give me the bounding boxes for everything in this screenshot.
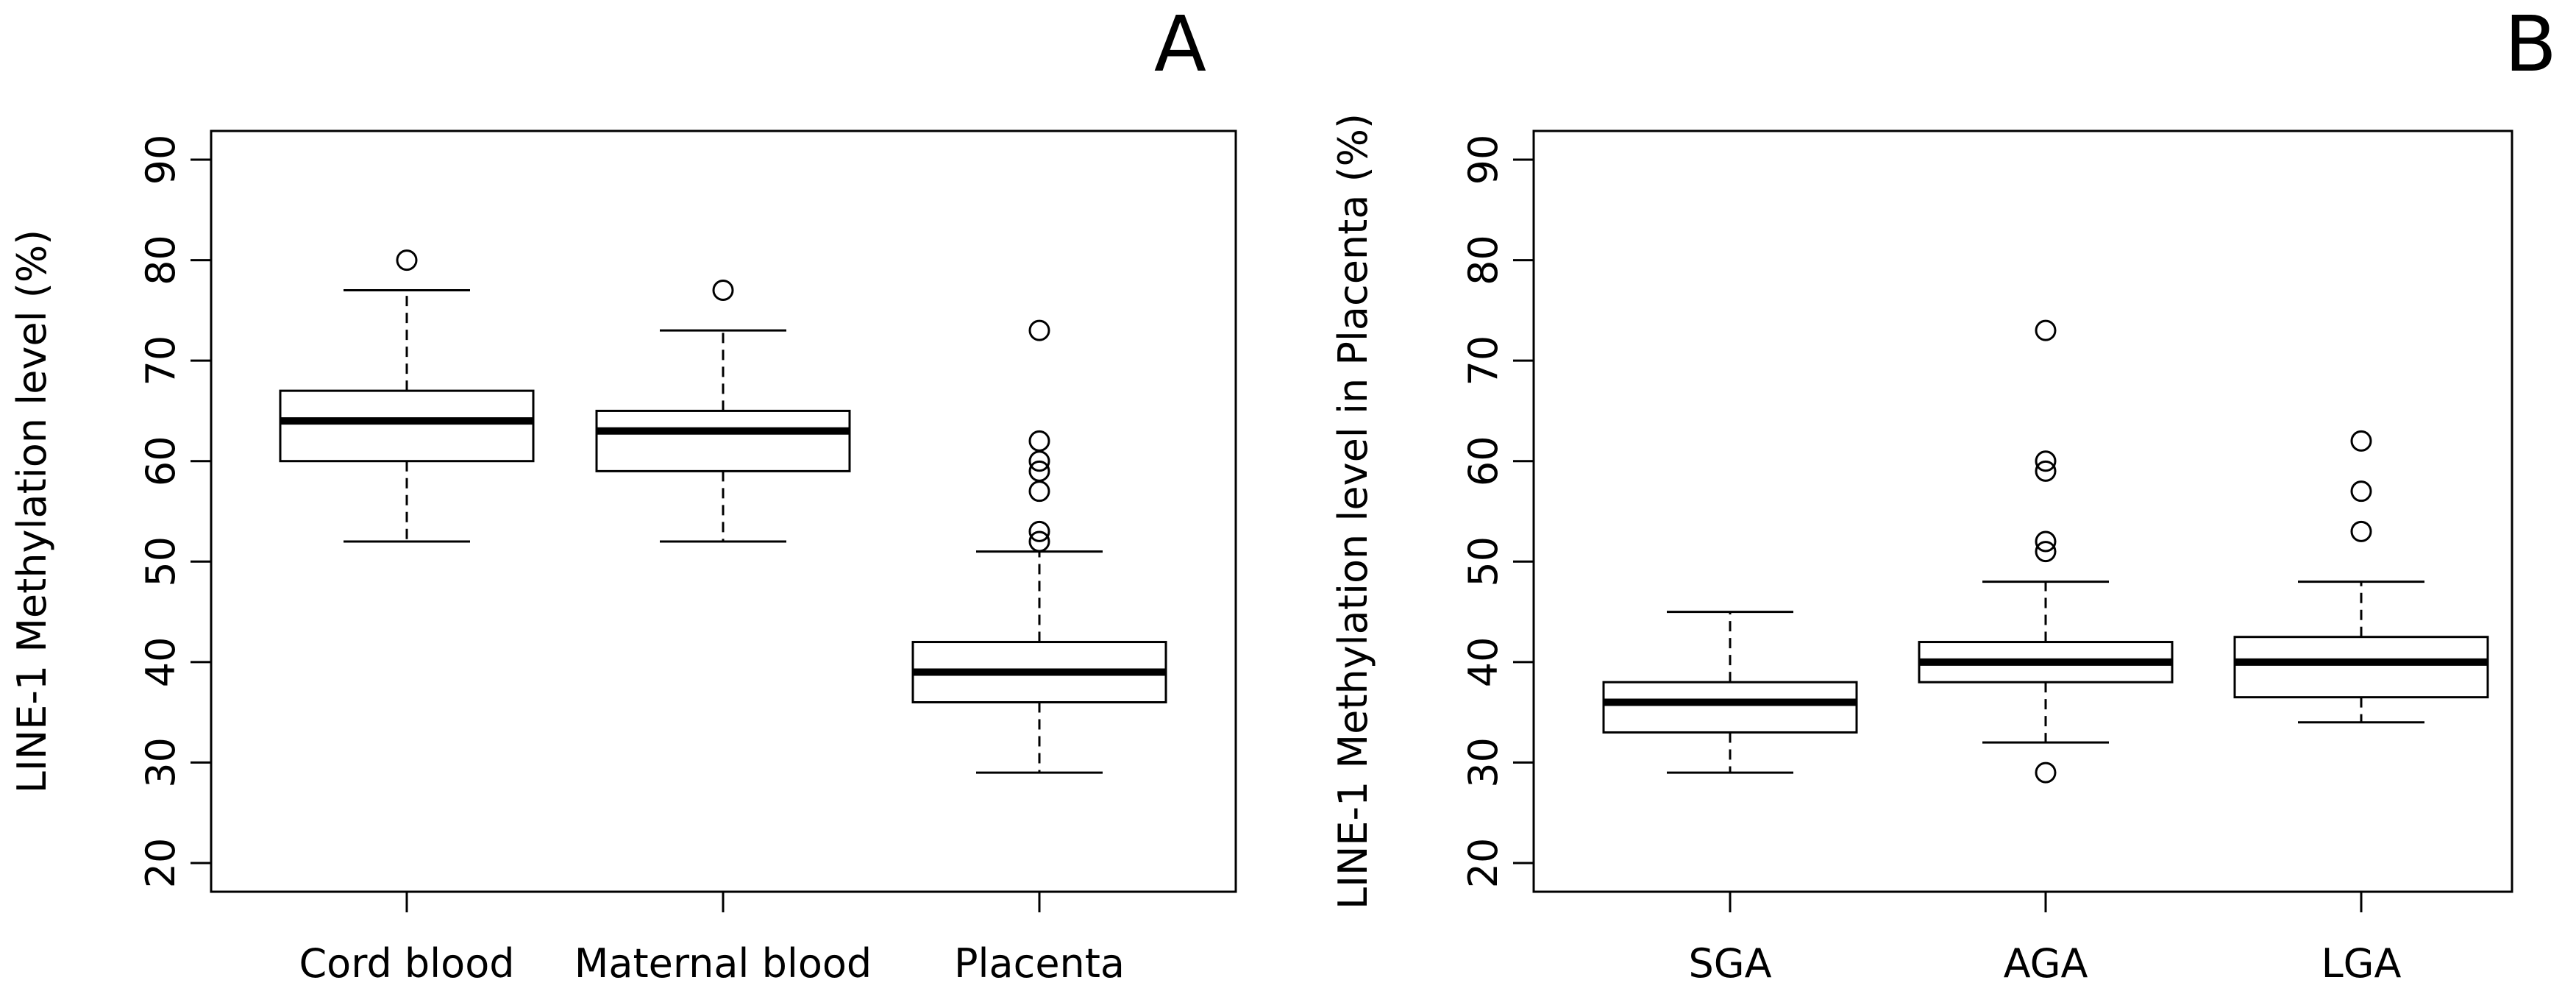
y-axis-title: LINE-1 Methylation level in Placenta (%) xyxy=(1330,113,1376,909)
outlier-point xyxy=(1028,530,1050,553)
outlier-point xyxy=(2035,450,2057,472)
y-axis-title: LINE-1 Methylation level (%) xyxy=(9,230,55,793)
x-tick-label: Placenta xyxy=(954,940,1125,987)
box-2 xyxy=(2233,430,2489,724)
y-tick-label: 20 xyxy=(138,838,184,889)
outlier-point xyxy=(2035,762,2057,784)
y-tick-label: 70 xyxy=(138,336,184,386)
y-tick-label: 50 xyxy=(138,536,184,587)
outlier-point xyxy=(396,249,418,271)
box-0 xyxy=(1602,611,1858,774)
y-tick-label: 80 xyxy=(138,235,184,285)
outlier-point xyxy=(2350,520,2372,542)
box-0 xyxy=(279,249,535,543)
box-2 xyxy=(911,319,1167,774)
outlier-point xyxy=(2035,541,2057,563)
x-tick-label: AGA xyxy=(2004,940,2088,987)
outlier-point xyxy=(1028,430,1050,452)
x-tick-label: Cord blood xyxy=(299,940,514,987)
x-tick-label: SGA xyxy=(1688,940,1771,987)
box-iqr xyxy=(595,409,851,472)
panel-letter: B xyxy=(2505,0,2557,89)
x-tick-label: Maternal blood xyxy=(574,940,872,987)
y-tick-label: 40 xyxy=(1460,636,1506,687)
outlier-point xyxy=(2035,460,2057,482)
outlier-point xyxy=(712,280,734,302)
outlier-point xyxy=(2350,430,2372,452)
y-tick-label: 80 xyxy=(1460,235,1506,285)
panel-a: 20 30 40 50 60 70 80 90 LINE-1 Methylation level… xyxy=(9,0,1237,987)
y-tick-label: 90 xyxy=(138,135,184,185)
panel-letter: A xyxy=(1154,0,1206,89)
x-tick-label: LGA xyxy=(2321,940,2402,987)
outlier-point xyxy=(1028,319,1050,341)
box-1 xyxy=(595,280,851,543)
y-tick-label: 30 xyxy=(138,737,184,788)
outlier-point xyxy=(2350,480,2372,503)
box-iqr xyxy=(279,389,535,463)
box-iqr xyxy=(2233,636,2489,699)
outlier-point xyxy=(2035,319,2057,341)
y-tick-label: 60 xyxy=(138,436,184,486)
panel-b: 20 30 40 50 60 70 80 90 LINE-1 Methylation level… xyxy=(1330,0,2557,987)
y-tick-label: 30 xyxy=(1460,737,1506,788)
y-tick-label: 50 xyxy=(1460,536,1506,587)
box-iqr xyxy=(1602,681,1858,734)
box-1 xyxy=(1918,319,2174,784)
outlier-point xyxy=(2035,530,2057,553)
y-tick-label: 90 xyxy=(1460,135,1506,185)
y-tick-label: 20 xyxy=(1460,838,1506,889)
y-tick-label: 60 xyxy=(1460,436,1506,486)
y-tick-label: 40 xyxy=(138,636,184,687)
y-tick-label: 70 xyxy=(1460,336,1506,386)
outlier-point xyxy=(1028,520,1050,542)
outlier-point xyxy=(1028,460,1050,482)
